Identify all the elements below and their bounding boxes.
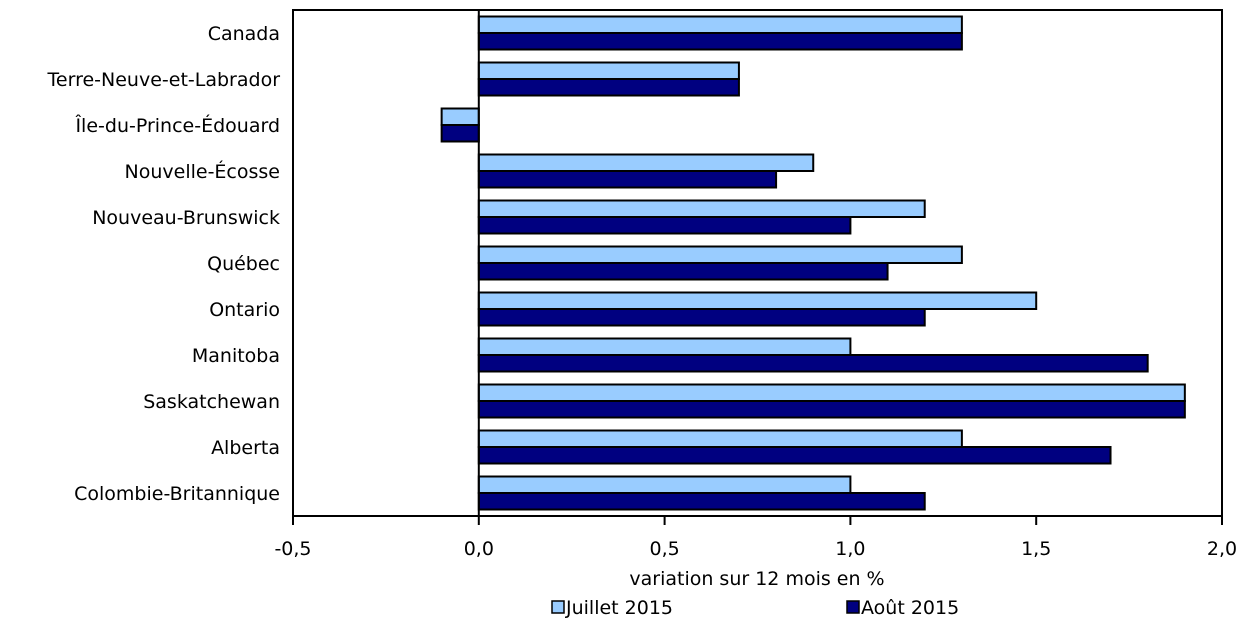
category-label: Terre-Neuve-et-Labrador	[47, 69, 281, 91]
bar-aout	[477, 216, 852, 235]
bar-juillet	[477, 245, 963, 264]
bar-juillet	[477, 199, 926, 218]
bar-juillet	[477, 337, 852, 356]
category-labels: Canada Terre-Neuve-et-Labrador Île-du-Prin…	[47, 23, 281, 505]
category-label: Canada	[208, 23, 280, 45]
bar-juillet	[477, 291, 1038, 310]
x-tick-label: 1,0	[835, 538, 865, 560]
bar-aout	[477, 354, 1149, 373]
bar-aout	[477, 492, 926, 511]
bar-aout	[477, 446, 1112, 465]
category-label: Québec	[207, 253, 280, 275]
bar-juillet	[477, 475, 852, 494]
x-axis-title: variation sur 12 mois en %	[629, 568, 884, 590]
category-label: Colombie-Britannique	[74, 483, 280, 505]
x-tick-label: 1,5	[1021, 538, 1051, 560]
legend: Juillet 2015 Août 2015	[551, 597, 959, 619]
legend-label-aout: Août 2015	[861, 597, 959, 619]
category-label: Nouveau-Brunswick	[92, 207, 280, 229]
bar-juillet	[440, 107, 480, 126]
category-label: Saskatchewan	[143, 391, 280, 413]
plot-frame	[292, 9, 1223, 517]
bar-aout	[440, 124, 480, 143]
bar-juillet	[477, 15, 963, 34]
x-tick-label: 0,0	[464, 538, 494, 560]
bar-aout	[477, 262, 889, 281]
x-tick-label: -0,5	[274, 538, 311, 560]
legend-swatch-aout	[846, 600, 860, 614]
x-tick-label: 0,5	[649, 538, 679, 560]
bar-aout	[477, 78, 740, 97]
category-label: Île-du-Prince-Édouard	[74, 114, 280, 137]
bar-aout	[477, 400, 1186, 419]
category-label: Alberta	[211, 437, 280, 459]
bar-juillet	[477, 383, 1186, 402]
bar-aout	[477, 308, 926, 327]
bar-juillet	[477, 429, 963, 448]
bars-group	[440, 15, 1186, 511]
category-label: Manitoba	[192, 345, 280, 367]
bar-juillet	[477, 61, 740, 80]
bar-aout	[477, 32, 963, 51]
x-tick-label: 2,0	[1207, 538, 1237, 560]
category-label: Nouvelle-Écosse	[125, 160, 280, 183]
legend-label-juillet: Juillet 2015	[565, 597, 673, 619]
x-axis-ticks: -0,5 0,0 0,5 1,0 1,5 2,0	[274, 516, 1237, 560]
category-label: Ontario	[209, 299, 280, 321]
bar-juillet	[477, 153, 815, 172]
legend-swatch-juillet	[551, 600, 565, 614]
bar-aout	[477, 170, 778, 189]
